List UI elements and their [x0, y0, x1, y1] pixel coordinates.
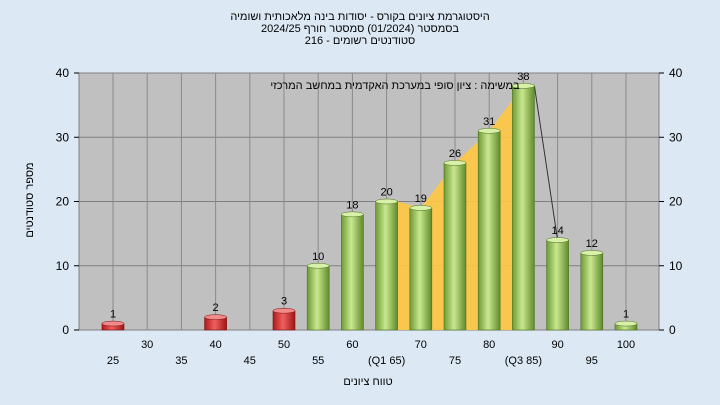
x-tick-label: 100: [617, 339, 635, 351]
bar: [580, 252, 604, 331]
bar-cap: [204, 314, 227, 320]
y-tick-label-left: 10: [56, 259, 70, 273]
bar-cap: [443, 160, 467, 166]
chart-title-line-3: סטודנטים רשומים - 216: [304, 35, 416, 47]
bar-value-label: 31: [483, 116, 495, 128]
y-tick-label-left: 0: [62, 323, 69, 337]
y-ticks-left: 0 10 20 30 40: [56, 66, 79, 337]
x-tick-label: 50: [278, 339, 290, 351]
bar-value-label: 1: [110, 309, 116, 321]
x-tick-label: 55: [312, 355, 324, 367]
x-tick-label: 60: [346, 339, 358, 351]
bar-value-label: 2: [213, 302, 219, 314]
x-tick-label: 35: [175, 355, 187, 367]
bar: [341, 214, 364, 331]
bar-cap: [341, 211, 364, 218]
bar-cap: [614, 320, 638, 327]
bar-value-label: 14: [551, 225, 563, 237]
y-tick-label-left: 30: [56, 130, 70, 144]
chart-annotation: במשימה : ציון סופי במערכת האקדמית במחשב …: [270, 80, 520, 92]
bar-cap: [512, 83, 535, 89]
bar-value-label: 20: [380, 187, 392, 199]
bar-cap: [306, 263, 330, 269]
x-axis-label: טווח ציונים: [343, 376, 392, 388]
y-tick-label-left: 40: [56, 66, 70, 80]
y-tick-label-left: 20: [56, 195, 70, 209]
bar: [272, 310, 296, 331]
bar: [375, 201, 398, 331]
bar: [546, 239, 569, 331]
bar-value-label: 26: [449, 148, 461, 160]
x-tick-label: 90: [551, 339, 563, 351]
bar-cap: [272, 307, 296, 314]
bar: [306, 265, 330, 331]
x-tick-label: 80: [483, 339, 495, 351]
x-tick-label: 40: [209, 339, 221, 351]
x-tick-label: 75: [449, 355, 461, 367]
bar-value-label: 10: [312, 251, 324, 263]
bar-cap: [546, 237, 569, 243]
x-tick-label: (Q1 65): [368, 355, 405, 367]
bar-cap: [409, 205, 433, 211]
bar-cap: [477, 128, 501, 134]
y-axis-label: מספר סטודנטים: [24, 162, 36, 237]
bar-cap: [101, 320, 125, 327]
bar-cap: [580, 250, 604, 256]
x-tick-label: 30: [141, 339, 153, 351]
chart-title-line-2: בסמסטר (01/2024) סמסטר חורף 2024/25: [260, 23, 460, 35]
bars-group: [101, 83, 638, 331]
y-tick-label-right: 20: [669, 195, 683, 209]
x-tick-label: (Q3 85): [505, 355, 542, 367]
x-tick-label: 95: [586, 355, 598, 367]
x-tick-label: 45: [244, 355, 256, 367]
x-tick-label: 25: [107, 355, 119, 367]
y-ticks-right: 0 10 20 30 40: [659, 66, 683, 337]
bar: [512, 85, 535, 331]
q3-tail-line: [533, 85, 559, 241]
bar-value-label: 12: [586, 238, 598, 250]
bar: [409, 207, 433, 331]
chart-title-line-1: היסטוגרמת ציונים בקורס - יסודות בינה מלא…: [230, 11, 490, 23]
bar-value-label: 1: [623, 309, 629, 321]
bar: [477, 130, 501, 331]
bar-value-label: 19: [415, 193, 427, 205]
y-tick-label-right: 10: [669, 259, 683, 273]
bar-value-label: 38: [517, 71, 529, 83]
y-tick-label-right: 40: [669, 66, 683, 80]
x-tick-label: 70: [415, 339, 427, 351]
bar-value-label: 3: [281, 296, 287, 308]
bar-value-label: 18: [346, 199, 358, 211]
bar: [443, 162, 467, 331]
bar-cap: [375, 198, 398, 205]
y-tick-label-right: 0: [669, 323, 676, 337]
x-ticks-group: 25 30 35 40 45 50 55 60 (Q1 65) 70 75 80 (Q3 85) 90 95…: [107, 339, 635, 367]
y-tick-label-right: 30: [669, 130, 683, 144]
